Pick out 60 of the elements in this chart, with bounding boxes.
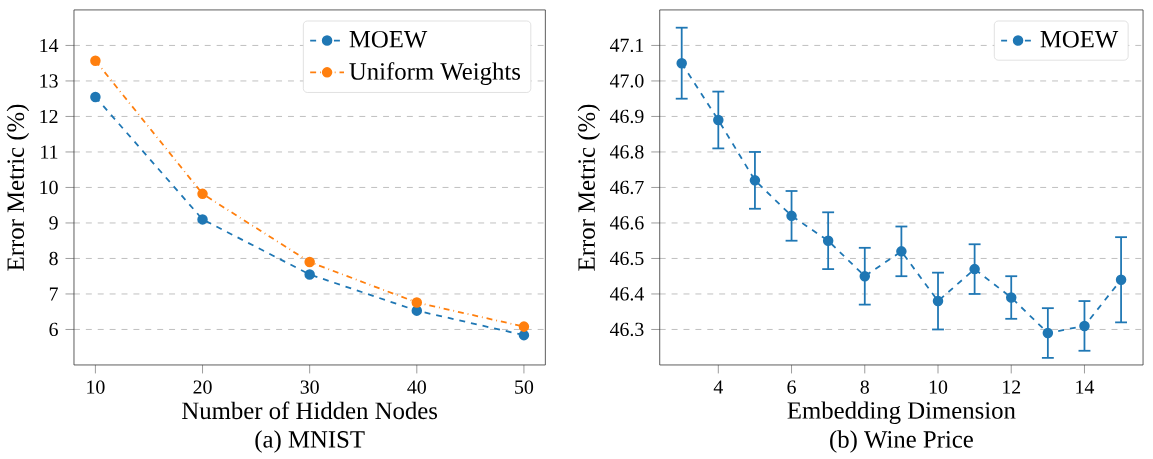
y-tick-label: 13 (40, 74, 58, 88)
legend-label: MOEW (1040, 30, 1119, 48)
y-axis-title: Error Metric (%) (577, 104, 600, 271)
y-axis-title: Error Metric (%) (6, 104, 30, 271)
y-tick-label: 8 (49, 251, 58, 265)
x-tick-label: 40 (407, 380, 426, 394)
x-tick-label: 8 (860, 380, 869, 394)
point (90, 55, 101, 66)
text: (b) Wine Price (830, 430, 973, 453)
point (90, 91, 101, 102)
y-tick-label: 7 (49, 287, 58, 301)
point (518, 321, 530, 332)
x-tick-label: 30 (300, 380, 319, 394)
point (932, 295, 944, 307)
x-tick-label: 50 (515, 380, 534, 394)
y-tick-label: 46.7 (609, 180, 644, 194)
point (676, 57, 687, 69)
point (896, 245, 907, 257)
legend-label: Uniform Weights (349, 61, 521, 85)
point (197, 213, 208, 225)
y-tick-label: 47.1 (609, 38, 644, 52)
point (1115, 274, 1127, 285)
x-axis-title: Number of Hidden Nodes (182, 401, 438, 419)
point (969, 263, 980, 275)
x-tick-label: 12 (1003, 380, 1021, 394)
y-tick-label: 6 (49, 322, 58, 336)
y-tick-label: 46.4 (609, 287, 644, 301)
point (749, 174, 761, 186)
point (1005, 292, 1017, 303)
legend-label: MOEW (349, 30, 428, 48)
y-tick-label: 46.3 (609, 322, 644, 336)
y-tick-label: 47.0 (609, 74, 644, 88)
point (786, 210, 797, 221)
point (197, 188, 208, 199)
x-tick-label: 14 (1076, 380, 1095, 394)
point (1042, 327, 1054, 339)
y-tick-label: 46.8 (609, 145, 644, 159)
point (859, 270, 871, 282)
y-tick-label: 14 (40, 38, 59, 52)
point (1079, 320, 1090, 331)
x-axis-title: Embedding Dimension (787, 401, 1016, 424)
y-tick-label: 46.9 (609, 109, 644, 123)
y-tick-label: 9 (49, 216, 58, 230)
point (822, 235, 834, 246)
point (304, 256, 315, 268)
y-tick-label: 46.5 (609, 251, 644, 265)
x-tick-label: 6 (787, 380, 796, 394)
x-tick-label: 10 (929, 380, 948, 394)
y-tick-label: 12 (40, 109, 58, 123)
y-tick-label: 10 (40, 180, 58, 194)
point (304, 269, 315, 280)
text: (a) MNIST (255, 430, 365, 453)
y-tick-label: 46.6 (609, 216, 644, 230)
y-tick-label: 11 (41, 145, 58, 159)
x-tick-label: 20 (193, 380, 212, 394)
x-tick-label: 10 (87, 380, 105, 394)
point (713, 114, 724, 126)
point (411, 297, 423, 308)
x-tick-label: 4 (713, 380, 723, 394)
point (411, 305, 423, 316)
